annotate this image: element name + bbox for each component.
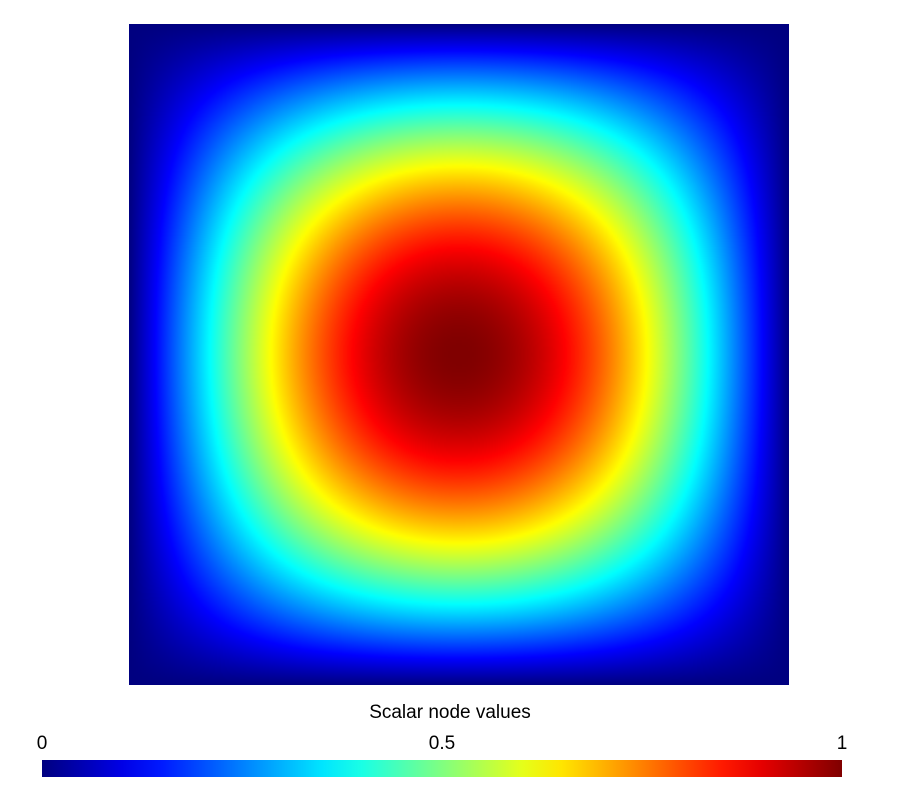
colorbar-tick-label: 0: [36, 733, 48, 754]
colorbar: [42, 760, 842, 777]
colorbar-tick-label: 1: [836, 733, 848, 754]
scalar-field-plot: [129, 24, 789, 685]
colorbar-tick-label: 0.5: [428, 733, 456, 754]
colorbar-title: Scalar node values: [369, 702, 531, 723]
